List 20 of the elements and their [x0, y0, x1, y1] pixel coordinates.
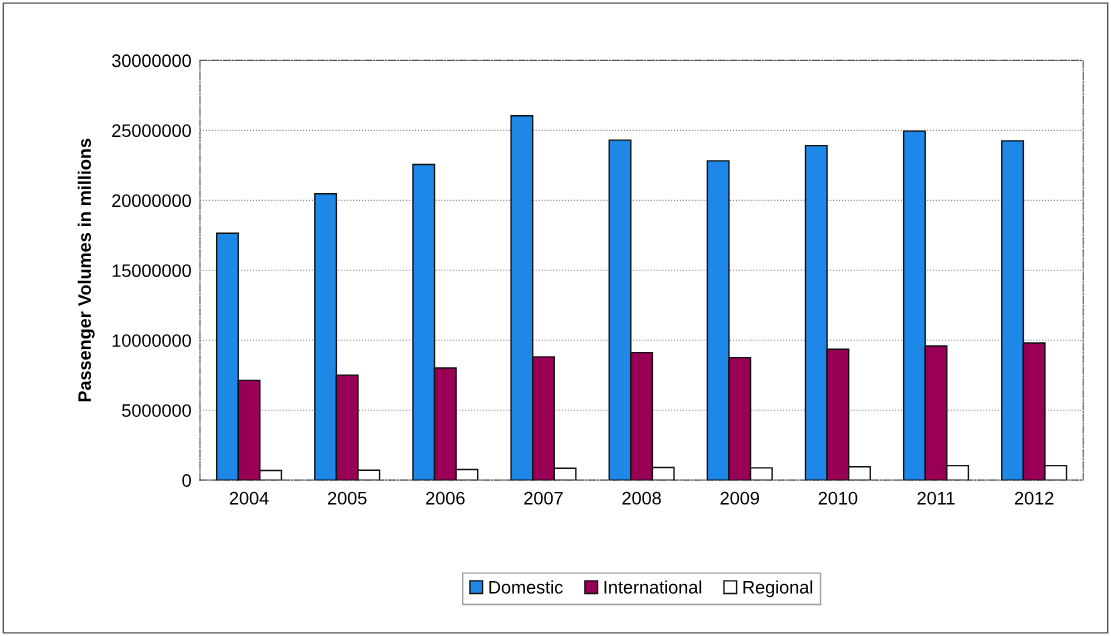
x-tick-label: 2006: [426, 491, 465, 505]
x-tick-label: 2011: [917, 491, 955, 505]
y-axis-title: Passenger Volumes in millions: [77, 138, 95, 402]
y-tick-label: 30000000: [112, 54, 191, 68]
x-tick-label: 2007: [524, 491, 563, 505]
legend-label: International: [604, 580, 702, 594]
y-tick-label: 0: [182, 474, 191, 487]
x-tick-label: 2012: [1014, 491, 1054, 505]
y-tick-label: 5000000: [122, 404, 191, 417]
x-tick-label: 2009: [720, 491, 759, 505]
legend-label: Regional: [743, 580, 813, 598]
y-tick-label: 10000000: [112, 334, 191, 347]
x-tick-label: 2005: [328, 491, 367, 505]
x-tick-label: 2008: [622, 491, 661, 505]
y-tick-label: 15000000: [112, 264, 191, 278]
y-tick-label: 20000000: [112, 194, 191, 208]
x-tick-label: 2004: [229, 491, 269, 505]
legend-label: Domestic: [489, 580, 563, 594]
x-tick-label: 2010: [818, 491, 858, 505]
y-tick-label: 25000000: [112, 124, 191, 138]
